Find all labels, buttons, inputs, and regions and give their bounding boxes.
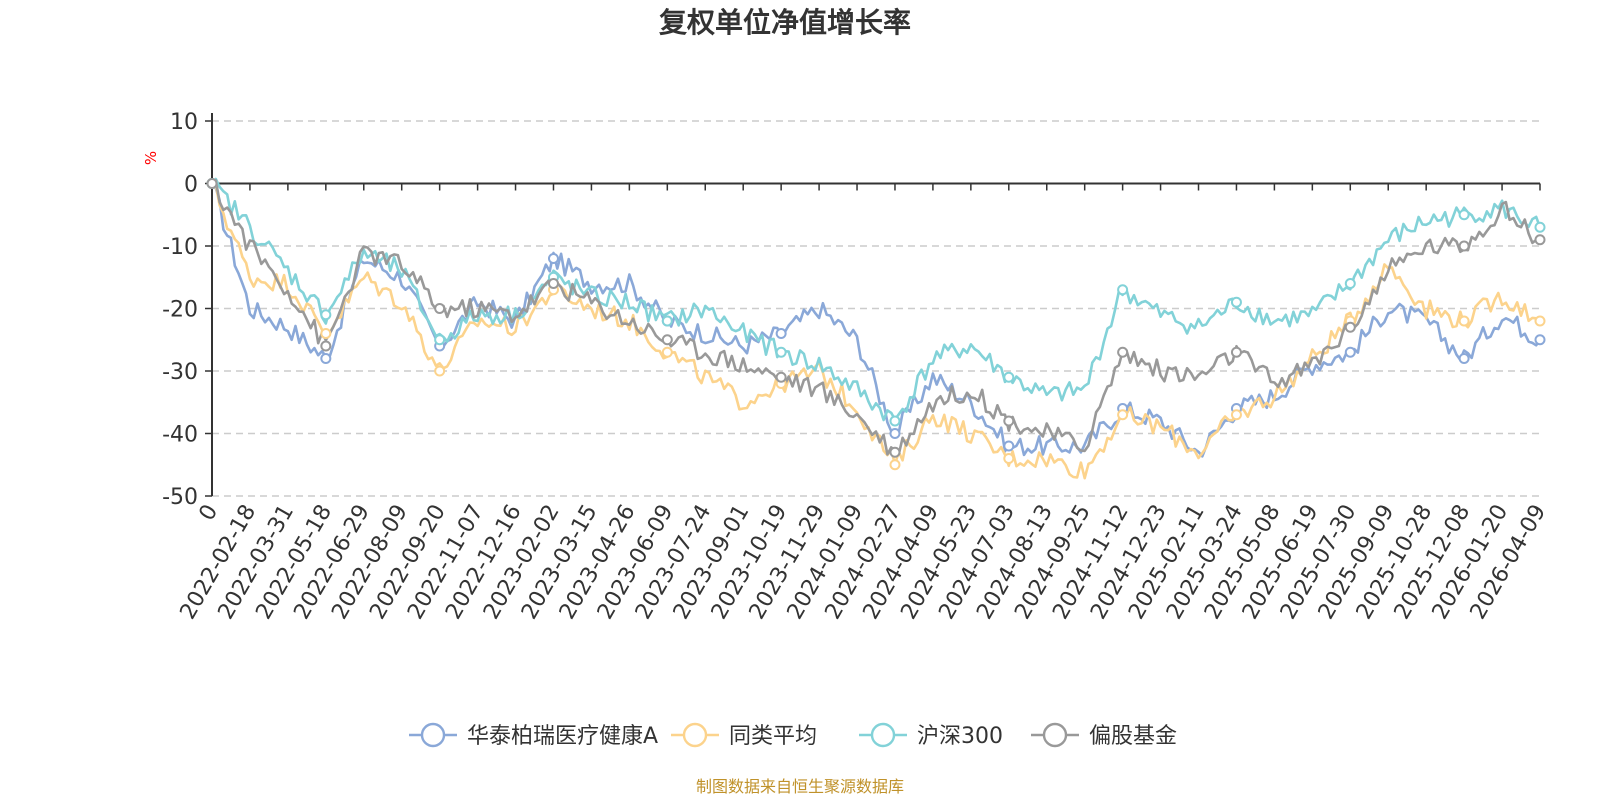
series-point [547, 278, 559, 289]
series-point [889, 415, 901, 427]
series-point [775, 328, 787, 339]
series-lines [210, 177, 1542, 480]
series-point [1344, 321, 1356, 333]
series-point [1117, 346, 1129, 358]
grid-lines [212, 120, 1540, 497]
series-point [320, 328, 332, 339]
y-tick-label: -10 [162, 235, 198, 260]
series-line-3 [211, 179, 1541, 456]
series-point [1458, 315, 1470, 327]
series-point [1230, 346, 1242, 358]
y-tick-label: -40 [162, 423, 198, 448]
series-point [434, 303, 446, 314]
series-point [1534, 334, 1546, 346]
series-point [547, 253, 559, 264]
series-point [775, 346, 787, 358]
legend-item[interactable]: 沪深300 [859, 722, 1003, 749]
chart-title: 复权单位净值增长率 [659, 6, 911, 39]
series-point [1003, 371, 1015, 383]
series-point [1534, 221, 1546, 233]
y-tick-label: 0 [184, 173, 198, 198]
series-point [1230, 409, 1242, 421]
series-point [434, 365, 446, 377]
series-point [1344, 278, 1356, 289]
series-point [1003, 415, 1015, 427]
series-point [1003, 440, 1015, 452]
series-point [889, 459, 901, 471]
series-point [1458, 353, 1470, 364]
legend-item[interactable]: 华泰柏瑞医疗健康A [409, 722, 658, 749]
series-line-2 [211, 177, 1542, 422]
series-point [320, 353, 332, 364]
data-source-note: 制图数据来自恒生聚源数据库 [696, 777, 904, 796]
series-point [1534, 234, 1546, 246]
series-markers [206, 178, 1546, 471]
y-tick-label: 10 [170, 110, 198, 135]
series-point [661, 334, 673, 346]
series-point [1230, 296, 1242, 308]
legend-marker-icon [870, 722, 896, 748]
y-tick-label: -30 [162, 360, 198, 385]
series-point [1003, 453, 1015, 464]
series-point [775, 371, 787, 383]
axes: 100-10-20-30-40-5002022-02-182022-03-312… [162, 110, 1551, 624]
legend-marker-icon [1042, 722, 1068, 748]
series-point [1534, 315, 1546, 327]
series-point [661, 315, 673, 327]
legend-label: 华泰柏瑞医疗健康A [467, 724, 658, 749]
series-point [206, 178, 218, 189]
y-axis-unit: % [142, 151, 160, 165]
series-point [320, 309, 332, 321]
legend-label: 沪深300 [917, 724, 1003, 749]
series-point [320, 340, 332, 352]
y-tick-label: -20 [162, 298, 198, 323]
legend-item[interactable]: 偏股基金 [1031, 722, 1177, 749]
series-point [1117, 409, 1129, 421]
series-point [889, 428, 901, 439]
y-tick-label: -50 [162, 485, 198, 510]
series-point [1458, 209, 1470, 221]
series-point [1458, 240, 1470, 252]
legend[interactable]: 华泰柏瑞医疗健康A 同类平均 沪深300 偏股基金 [409, 722, 1177, 749]
series-point [889, 446, 901, 458]
series-point [1117, 284, 1129, 296]
legend-label: 同类平均 [729, 724, 817, 749]
legend-marker-icon [420, 722, 446, 748]
series-point [1344, 346, 1356, 358]
x-tick-label: 0 [195, 501, 224, 526]
legend-item[interactable]: 同类平均 [671, 722, 817, 749]
legend-marker-icon [682, 722, 708, 748]
series-point [434, 334, 446, 346]
legend-label: 偏股基金 [1089, 724, 1177, 749]
series-point [661, 346, 673, 358]
